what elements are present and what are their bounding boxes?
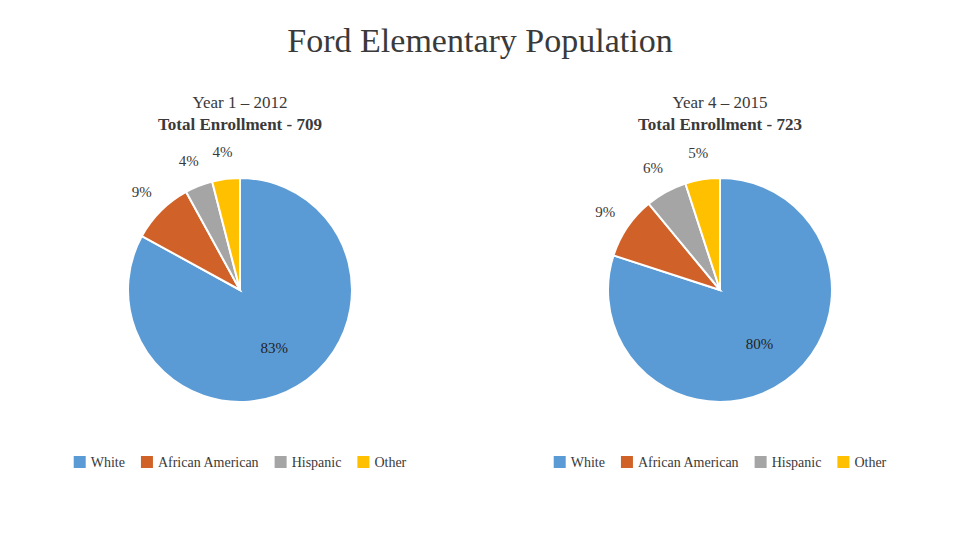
- legend-item: African American: [141, 455, 259, 470]
- pie-slice: [608, 178, 832, 402]
- legend-swatch: [621, 456, 633, 468]
- legend-swatch: [357, 456, 369, 468]
- pie-chart: Year 4 – 2015 Total Enrollment - 723 80% 9%…: [554, 93, 887, 470]
- legend-swatch: [275, 456, 287, 468]
- legend: White African American Hispanic Other: [554, 455, 887, 470]
- legend-swatch: [554, 456, 566, 468]
- data-label: 9%: [595, 204, 615, 220]
- legend-swatch: [74, 456, 86, 468]
- data-label: 6%: [643, 160, 663, 176]
- data-label: 4%: [179, 153, 199, 169]
- legend-swatch: [755, 456, 767, 468]
- chart-title: Year 4 – 2015: [672, 93, 767, 112]
- pie-slice: [685, 178, 720, 290]
- data-label: 9%: [132, 184, 152, 200]
- legend-label: White: [571, 455, 605, 470]
- legend-label: White: [91, 455, 125, 470]
- legend-label: Other: [854, 455, 886, 470]
- slices: [128, 178, 352, 402]
- data-label: 5%: [688, 145, 708, 161]
- data-label: 4%: [213, 144, 233, 160]
- background: [0, 0, 960, 540]
- legend-label: Hispanic: [772, 455, 822, 470]
- legend-label: African American: [638, 455, 739, 470]
- legend-item: African American: [621, 455, 739, 470]
- legend-label: Other: [374, 455, 406, 470]
- pie-slice: [212, 178, 240, 290]
- legend: White African American Hispanic Other: [74, 455, 407, 470]
- chart-subtitle: Total Enrollment - 709: [158, 115, 322, 134]
- legend-item: White: [554, 455, 605, 470]
- legend-item: White: [74, 455, 125, 470]
- chart-title: Year 1 – 2012: [192, 93, 287, 112]
- legend-item: Other: [837, 455, 886, 470]
- title: Ford Elementary Population: [287, 22, 672, 59]
- legend-item: Hispanic: [275, 455, 342, 470]
- slices: [608, 178, 832, 402]
- chart: Ford Elementary Population Year 1 – 2012 T…: [0, 0, 960, 540]
- legend-label: African American: [158, 455, 259, 470]
- legend-label: Hispanic: [292, 455, 342, 470]
- chart-subtitle: Total Enrollment - 723: [638, 115, 802, 134]
- data-labels: 80% 9% 6% 5%: [595, 145, 773, 353]
- legend-item: Other: [357, 455, 406, 470]
- pie-chart: Year 1 – 2012 Total Enrollment - 709 83% 9%…: [74, 93, 407, 470]
- legend-item: Hispanic: [755, 455, 822, 470]
- legend-swatch: [837, 456, 849, 468]
- data-labels: 83% 9% 4% 4%: [132, 144, 288, 356]
- pie-slice: [128, 178, 352, 402]
- data-label: 80%: [746, 336, 774, 352]
- data-label: 83%: [260, 340, 288, 356]
- legend-swatch: [141, 456, 153, 468]
